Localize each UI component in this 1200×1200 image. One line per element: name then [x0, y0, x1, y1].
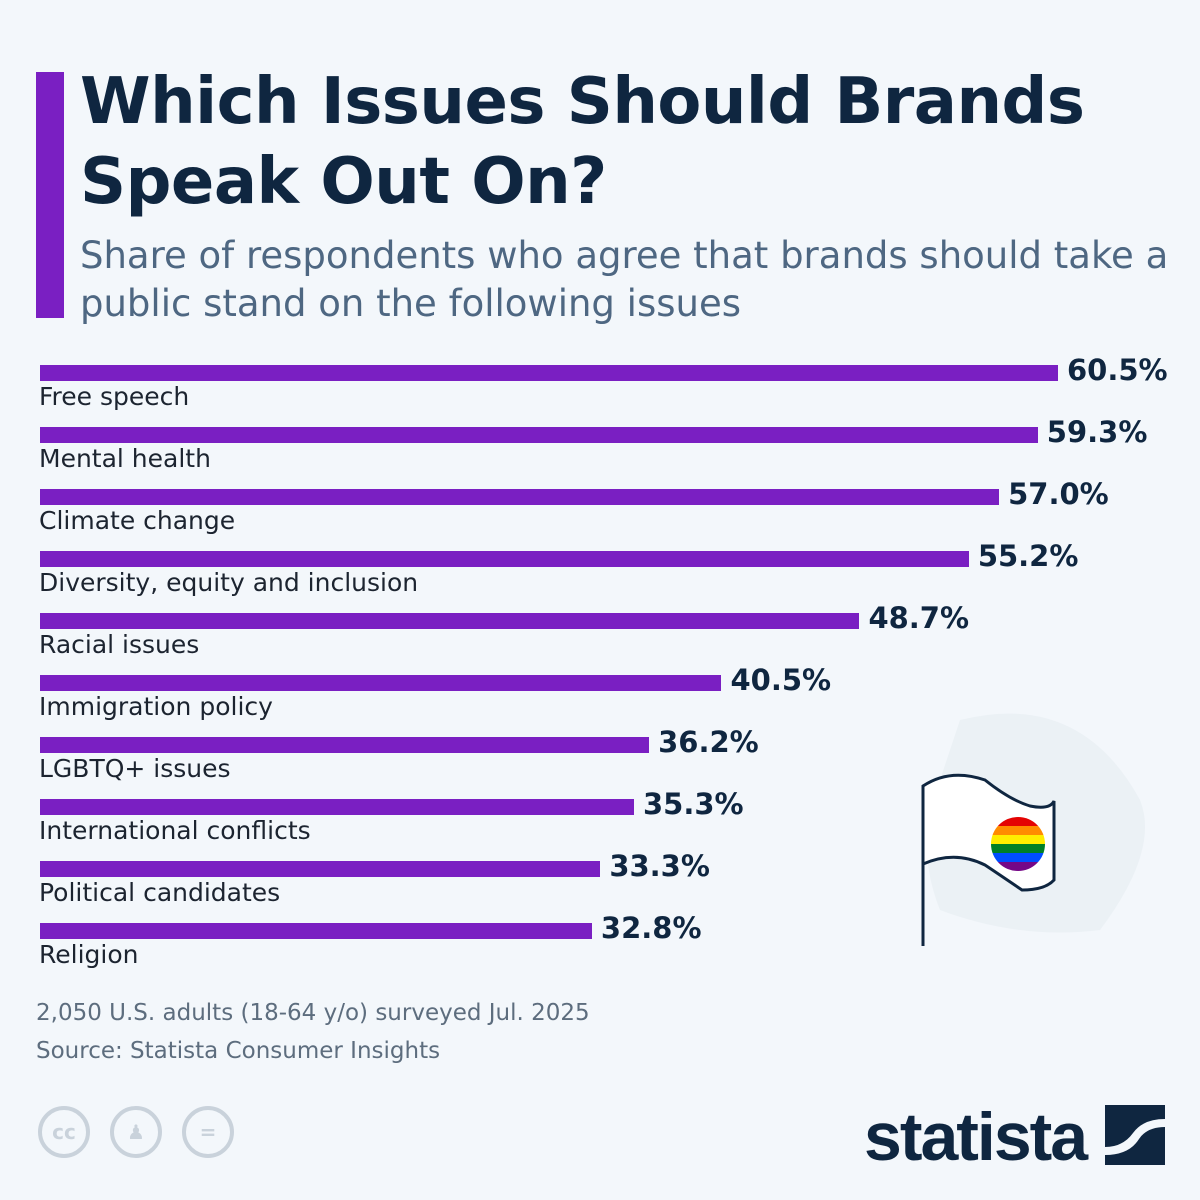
- bar-8: [40, 861, 601, 877]
- category-label: Free speech: [39, 382, 190, 411]
- bar-6: [40, 737, 650, 753]
- page-subtitle: Share of respondents who agree that bran…: [80, 234, 1169, 325]
- flag-icon: [921, 713, 1145, 946]
- category-label: Mental health: [39, 444, 211, 473]
- category-label: Diversity, equity and inclusion: [39, 568, 419, 597]
- value-label: 32.8%: [600, 911, 702, 945]
- value-label: 57.0%: [1008, 477, 1109, 511]
- bar-7: [40, 799, 634, 815]
- category-label: LGBTQ+ issues: [39, 754, 231, 783]
- value-label: 36.2%: [658, 725, 759, 759]
- bar-0: [40, 365, 1058, 381]
- value-label: 40.5%: [730, 663, 832, 697]
- page-title: Which Issues Should Brands Speak Out On?: [80, 65, 1085, 219]
- survey-note: 2,050 U.S. adults (18-64 y/o) surveyed J…: [36, 1000, 590, 1026]
- bar-9: [40, 923, 592, 939]
- value-label: 48.7%: [868, 601, 970, 635]
- value-label: 33.3%: [609, 849, 710, 883]
- bar-5: [40, 675, 722, 691]
- value-label: 55.2%: [977, 539, 1079, 573]
- bar-3: [40, 551, 969, 567]
- no-derivatives-icon[interactable]: =: [182, 1106, 234, 1158]
- category-label: Religion: [39, 940, 139, 969]
- value-label: 59.3%: [1046, 415, 1148, 449]
- category-label: Immigration policy: [39, 692, 273, 721]
- category-label: Climate change: [39, 506, 236, 535]
- attribution-icon[interactable]: ♟: [110, 1106, 162, 1158]
- bar-2: [40, 489, 1000, 505]
- bar-4: [40, 613, 860, 629]
- category-label: Racial issues: [39, 630, 200, 659]
- bar-1: [40, 427, 1038, 443]
- category-label: International conflicts: [39, 816, 311, 845]
- value-label: 35.3%: [642, 787, 744, 821]
- statista-logo[interactable]: statista: [864, 1099, 1088, 1175]
- source-note: Source: Statista Consumer Insights: [36, 1038, 441, 1064]
- bar-chart: 60.5% Free speech 59.3% Mental health 57.0% C…: [39, 353, 1168, 969]
- statista-logo-icon: [1105, 1105, 1165, 1165]
- category-label: Political candidates: [39, 878, 281, 907]
- title-accent-bar: [36, 72, 64, 318]
- value-label: 60.5%: [1067, 353, 1168, 387]
- cc-license-icon[interactable]: cc: [38, 1106, 90, 1158]
